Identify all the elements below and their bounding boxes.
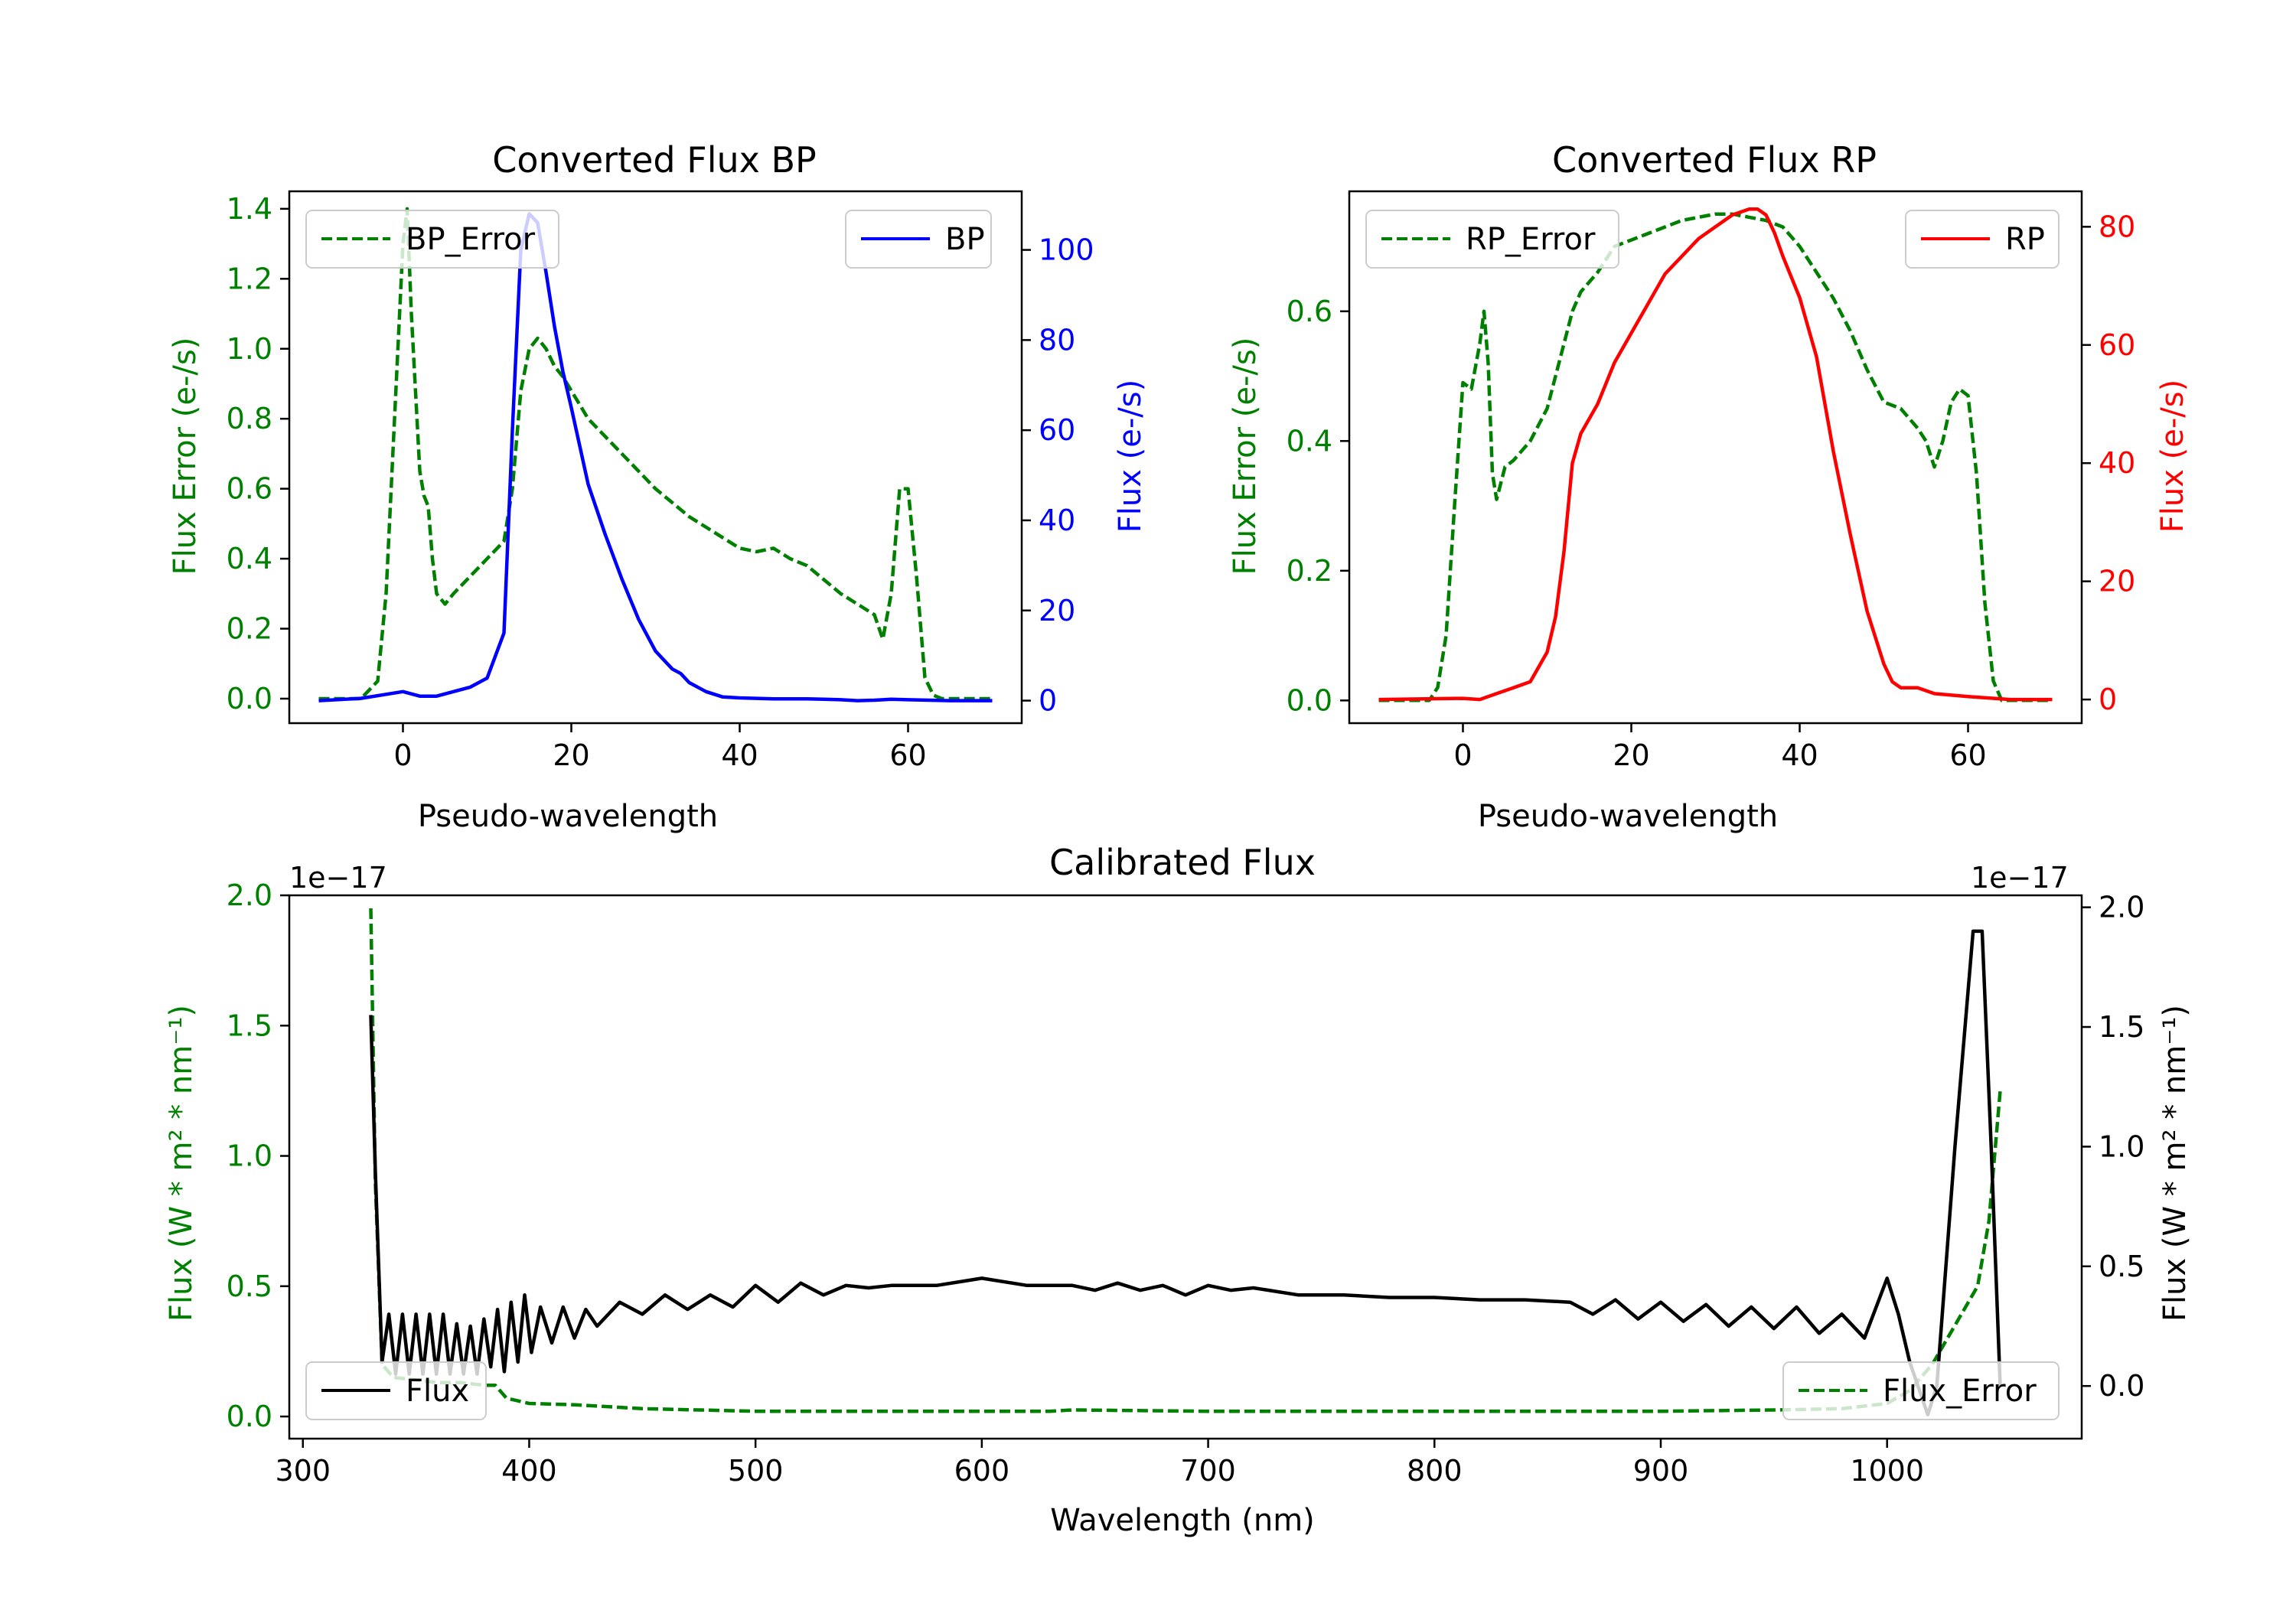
cal-y-left-tick-label: 1.0 [227,1139,272,1173]
bp-legend-error-label: BP_Error [406,222,536,257]
bp-legend-error-frame [305,210,559,269]
bp-left-axis-label: Flux Error (e-/s) [168,337,203,575]
rp-x-axis-label: Pseudo-wavelength [1478,799,1778,834]
calibrated-legend-error-label: Flux_Error [1883,1374,2037,1409]
cal-y-right-tick-label: 0.5 [2099,1250,2144,1283]
rp-right-axis-label: Flux (e-/s) [2155,380,2190,533]
calibrated-left-axis-label: Flux (W * m² * nm⁻¹) [164,1005,199,1322]
cal-y-right-tick-label: 0.0 [2099,1369,2144,1403]
bp-y-left-tick-label: 1.0 [227,332,272,366]
cal-x-tick-label: 800 [1407,1454,1463,1488]
bp-y-left-tick-label: 0.4 [227,542,272,575]
cal-x-tick-label: 400 [501,1454,557,1488]
calibrated-chart: Calibrated Flux Wavelength (nm) Flux (W … [164,842,2193,1538]
bp-y-left-tick-label: 0.0 [227,682,272,715]
bp-legend-flux: BP [845,210,992,269]
bp-legend-error: BP_Error [305,210,559,269]
rp-legend-error: RP_Error [1365,210,1619,269]
rp-legend-error-frame [1365,210,1619,269]
bp-y-right-tick-label: 0 [1039,684,1057,718]
bp-x-tick-label: 0 [393,738,412,772]
bp-y-left-tick-label: 0.8 [227,402,272,435]
rp-y-right-tick-label: 20 [2099,565,2135,598]
bp-axes-frame [288,190,1023,725]
cal-y-right-tick-label: 1.5 [2099,1010,2144,1044]
cal-axes-frame [288,894,2083,1440]
rp-y-left-tick-label: 0.4 [1287,424,1332,458]
cal-x-tick-label: 500 [728,1454,784,1488]
bp-series-bp-error-line [318,207,993,701]
cal-y-right-tick-label: 1.0 [2099,1129,2144,1163]
rp-series-rp-line [1378,207,2053,702]
rp-x-tick-label: 20 [1613,738,1649,772]
cal-x-tick-label: 900 [1633,1454,1689,1488]
bp-right-axis-label: Flux (e-/s) [1113,380,1148,533]
bp-y-left-tick-label: 0.2 [227,612,272,646]
rp-y-right-tick-label: 80 [2099,210,2135,243]
calibrated-right-offset: 1e−17 [1971,861,2069,895]
calibrated-legend-flux-label: Flux [406,1374,469,1409]
cal-y-right-tick-label: 2.0 [2099,891,2144,924]
cal-y-left-tick-label: 0.5 [227,1270,272,1303]
bp-y-right-tick-label: 80 [1039,323,1075,357]
calibrated-legend-error: Flux_Error [1782,1361,2060,1420]
rp-x-tick-label: 0 [1453,738,1472,772]
bp-chart-title: Converted Flux BP [492,139,817,181]
bp-x-tick-label: 20 [553,738,589,772]
calibrated-x-axis-label: Wavelength (nm) [1050,1503,1315,1538]
rp-plot-layer: 0 20 40 60 0.0 0.2 0.4 0.6 0 20 40 60 80 [1287,190,2135,772]
cal-x-tick-label: 700 [1180,1454,1236,1488]
bp-series-bp-line [318,212,993,702]
rp-legend-flux: RP [1905,210,2060,269]
calibrated-legend-flux: Flux [305,1361,487,1420]
cal-x-tick-label: 600 [954,1454,1010,1488]
rp-y-left-tick-label: 0.2 [1287,554,1332,588]
calibrated-legend-error-frame [1782,1361,2060,1420]
rp-series-rp-error-line [1378,212,2053,702]
cal-y-left-tick-label: 2.0 [227,878,272,912]
rp-chart-title: Converted Flux RP [1552,139,1877,181]
bp-y-right-tick-label: 60 [1039,413,1075,447]
rp-x-tick-label: 60 [1949,738,1986,772]
bp-x-tick-label: 60 [889,738,926,772]
rp-x-tick-label: 40 [1781,738,1818,772]
bp-y-right-tick-label: 20 [1039,594,1075,627]
rp-y-right-tick-label: 40 [2099,446,2135,480]
calibrated-legend-flux-frame [305,1361,487,1420]
rp-y-left-tick-label: 0.6 [1287,295,1332,328]
bp-y-right-tick-label: 100 [1039,233,1094,267]
rp-y-left-tick-label: 0.0 [1287,683,1332,717]
calibrated-chart-title: Calibrated Flux [1049,842,1316,883]
cal-y-left-tick-label: 1.5 [227,1009,272,1042]
bp-plot-layer: 0 20 40 60 0.0 0.2 0.4 0.6 0.8 1.0 1.2 1.4 0 20 40 60 80… [227,190,1094,772]
cal-x-tick-label: 1000 [1850,1454,1924,1488]
rp-chart: Converted Flux RP Pseudo-wavelength Flux… [1228,139,2190,834]
bp-x-axis-label: Pseudo-wavelength [418,799,718,834]
bp-y-left-tick-label: 1.4 [227,192,272,226]
bp-y-left-tick-label: 0.6 [227,472,272,506]
rp-y-right-tick-label: 60 [2099,328,2135,362]
bp-x-tick-label: 40 [721,738,758,772]
bp-y-right-tick-label: 40 [1039,504,1075,537]
rp-axes-frame [1348,190,2083,725]
cal-y-left-tick-label: 0.0 [227,1400,272,1433]
rp-y-right-tick-label: 0 [2099,683,2117,716]
calibrated-right-axis-label: Flux (W * m² * nm⁻¹) [2157,1005,2193,1322]
bp-y-left-tick-label: 1.2 [227,262,272,295]
rp-legend-error-label: RP_Error [1466,222,1596,257]
bp-chart: Converted Flux BP Pseudo-wavelength Flux… [168,139,1148,834]
rp-left-axis-label: Flux Error (e-/s) [1228,337,1263,575]
bp-legend-flux-label: BP [945,222,985,257]
rp-legend-flux-label: RP [2005,222,2045,257]
calibrated-left-offset: 1e−17 [289,861,387,895]
cal-x-tick-label: 300 [275,1454,331,1488]
